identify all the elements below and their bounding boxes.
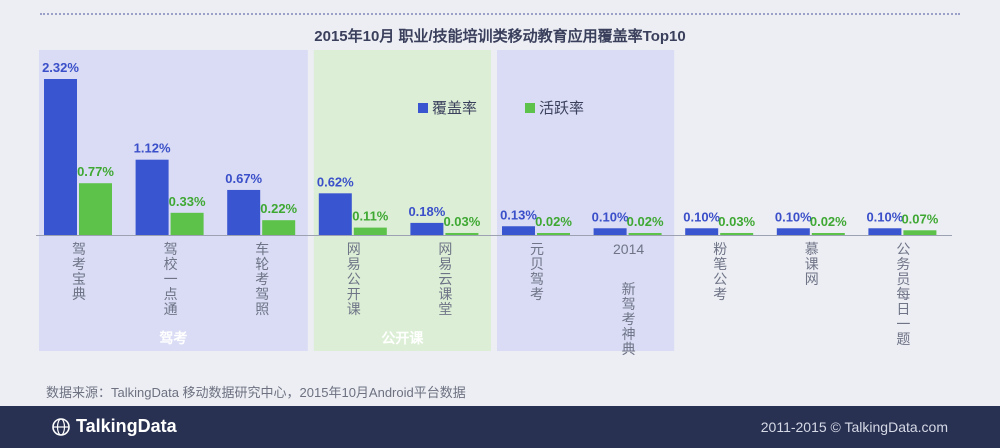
category-labels: 驾考宝典 驾校一点通 车轮考驾照 网易公开课 网易云课堂 元贝驾考 2014 新驾考神典 粉笔公…: [72, 241, 910, 357]
legend-swatch-0: [418, 103, 428, 113]
group-band-2: [497, 50, 675, 351]
value-label-active-1: 0.33%: [169, 194, 206, 209]
value-label-active-8: 0.02%: [810, 214, 847, 229]
value-label-coverage-0: 2.32%: [42, 60, 79, 75]
bar-coverage-7: [685, 228, 719, 235]
bar-coverage-6: [593, 228, 627, 235]
legend: 覆盖率 活跃率: [418, 100, 584, 117]
data-source-note: 数据来源：TalkingData 移动数据研究中心，2015年10月Androi…: [46, 385, 466, 400]
value-label-active-7: 0.03%: [718, 214, 755, 229]
value-label-coverage-7: 0.10%: [683, 209, 720, 224]
bar-active-4: [445, 232, 479, 235]
bar-coverage-9: [868, 228, 902, 235]
value-label-coverage-9: 0.10%: [866, 209, 903, 224]
value-label-active-9: 0.07%: [901, 211, 938, 226]
bar-active-2: [262, 220, 296, 235]
bar-coverage-8: [776, 228, 810, 235]
bar-active-6: [628, 233, 662, 235]
bar-active-3: [353, 227, 387, 235]
bar-active-5: [537, 233, 570, 235]
value-label-active-2: 0.22%: [260, 201, 297, 216]
bar-coverage-3: [318, 193, 352, 235]
bar-active-9: [903, 230, 937, 235]
category-label-5: 元贝驾考: [530, 241, 544, 302]
legend-swatch-1: [525, 103, 535, 113]
footer-bar: TalkingData 2011-2015 © TalkingData.com: [0, 406, 1000, 448]
bar-active-1: [170, 212, 204, 235]
legend-label-1: 活跃率: [539, 100, 584, 117]
legend-label-0: 覆盖率: [432, 100, 477, 117]
bar-coverage-1: [135, 159, 169, 235]
value-label-active-3: 0.11%: [352, 209, 389, 224]
bar-active-0: [79, 183, 112, 235]
value-label-coverage-8: 0.10%: [775, 209, 812, 224]
logo-text: TalkingData: [76, 416, 177, 436]
chart-title: 2015年10月 职业/技能培训类移动教育应用覆盖率Top10: [314, 27, 685, 45]
category-label-8: 慕课网: [805, 241, 819, 287]
globe-icon: [52, 417, 70, 436]
copyright-text: 2011-2015 © TalkingData.com: [760, 419, 948, 435]
category-label-1: 驾校一点通: [164, 241, 178, 317]
category-label-0: 驾考宝典: [72, 241, 86, 302]
value-label-active-4: 0.03%: [443, 214, 480, 229]
category-label-3: 网易公开课: [347, 241, 361, 317]
category-label-4: 网易云课堂: [438, 241, 452, 317]
top-dotted-divider: [40, 13, 960, 15]
category-label-6: 2014 新驾考神典: [613, 241, 644, 357]
value-label-coverage-2: 0.67%: [225, 171, 262, 186]
category-label-9: 公务员每日一题: [896, 241, 910, 347]
value-label-coverage-4: 0.18%: [408, 204, 445, 219]
group-label-1: 公开课: [381, 330, 424, 346]
value-label-active-5: 0.02%: [535, 214, 572, 229]
bar-active-8: [811, 233, 845, 235]
value-label-coverage-6: 0.10%: [592, 209, 629, 224]
value-label-active-6: 0.02%: [627, 214, 664, 229]
value-label-active-0: 0.77%: [77, 164, 114, 179]
bar-coverage-0: [44, 79, 77, 235]
coverage-bar-chart: 驾考 公开课 2015年10月 职业/技能培训类移动教育应用覆盖率Top10 覆盖…: [36, 27, 952, 357]
group-label-0: 驾考: [158, 330, 187, 346]
bar-coverage-5: [502, 226, 535, 235]
talkingdata-logo: TalkingData: [52, 416, 177, 437]
value-label-coverage-3: 0.62%: [317, 174, 354, 189]
value-label-coverage-1: 1.12%: [134, 141, 171, 156]
category-label-2: 车轮考驾照: [255, 241, 269, 317]
bar-coverage-4: [410, 222, 444, 235]
bar-series: 2.32% 0.77% 1.12% 0.33% 0.67% 0.22% 0.62% 0.11%…: [42, 60, 939, 235]
category-label-7: 粉笔公考: [713, 241, 727, 302]
bar-active-7: [720, 232, 754, 235]
bar-coverage-2: [227, 189, 261, 235]
value-label-coverage-5: 0.13%: [500, 207, 537, 222]
